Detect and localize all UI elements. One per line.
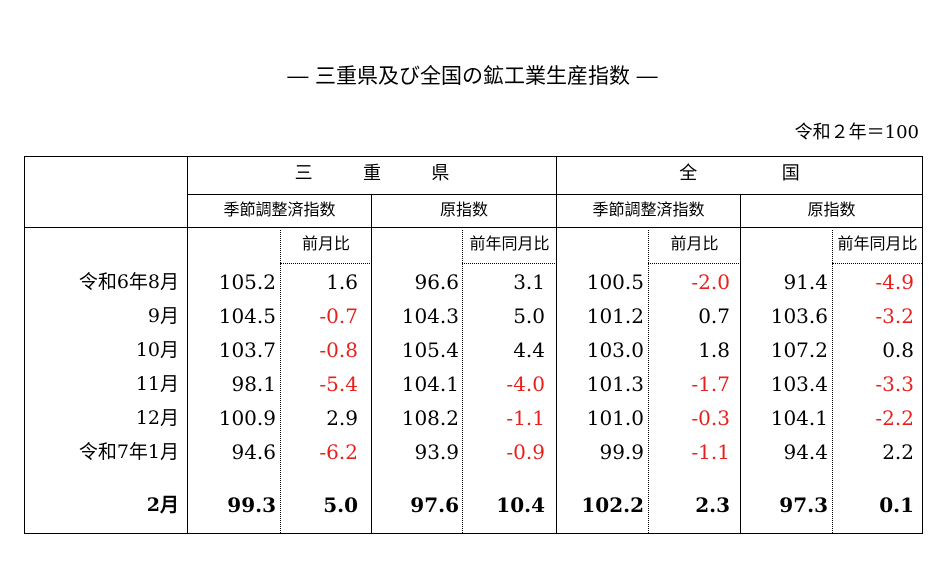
table-cell: 4.4: [513, 338, 545, 362]
table-cell: 0.1: [879, 493, 914, 517]
table-cell: 91.4: [783, 270, 828, 294]
col-divider-ratio-4: [832, 230, 833, 533]
table-cell: 94.6: [231, 440, 276, 464]
table-cell: 103.7: [218, 338, 276, 362]
table-cell: -3.2: [875, 304, 914, 328]
table-cell: 96.6: [414, 270, 459, 294]
row-label: 令和7年1月: [78, 441, 179, 463]
ratio-header-national-mom: 前月比: [670, 234, 719, 253]
table-cell: 104.1: [401, 372, 459, 396]
table-cell: -0.8: [319, 338, 358, 362]
row-divider-header: [25, 227, 922, 228]
table-cell: 104.1: [770, 406, 828, 430]
table-cell: 0.8: [882, 338, 914, 362]
row-divider-group: [187, 194, 922, 195]
table-cell: 1.6: [326, 270, 358, 294]
ratio-underline-2: [462, 263, 557, 264]
ratio-underline-1: [280, 263, 372, 264]
table-cell: 100.9: [218, 406, 276, 430]
table-cell: -1.7: [691, 372, 730, 396]
row-label: 令和6年8月: [78, 271, 179, 293]
table-cell: 107.2: [770, 338, 828, 362]
table-cell: -4.0: [506, 372, 545, 396]
table-cell: -1.1: [691, 440, 730, 464]
col-divider-mie-type: [371, 194, 372, 533]
group-header-mie: 三 重 県: [294, 163, 466, 184]
col-divider-ratio-1: [280, 230, 281, 533]
col-divider-label: [187, 157, 188, 533]
subheader-mie-seasonal: 季節調整済指数: [223, 200, 336, 219]
subheader-national-seasonal: 季節調整済指数: [592, 200, 705, 219]
table-cell: 2.2: [882, 440, 914, 464]
table-cell: -0.9: [506, 440, 545, 464]
table-cell: 94.4: [783, 440, 828, 464]
base-year-unit: 令和２年＝100: [794, 122, 919, 143]
table-cell: 3.1: [513, 270, 545, 294]
table-cell: 100.5: [586, 270, 644, 294]
table-cell: 97.6: [410, 493, 459, 517]
table-cell: 103.4: [770, 372, 828, 396]
table-cell: -5.4: [319, 372, 358, 396]
table-cell: 1.8: [698, 338, 730, 362]
ratio-header-mie-mom: 前月比: [301, 234, 350, 253]
table-cell: 101.3: [586, 372, 644, 396]
col-divider-ratio-2: [462, 230, 463, 533]
ratio-header-national-yoy: 前年同月比: [837, 234, 918, 253]
group-header-national: 全 国: [679, 163, 816, 184]
col-divider-group: [556, 157, 557, 533]
table-cell: -4.9: [875, 270, 914, 294]
subheader-mie-raw: 原指数: [439, 200, 488, 219]
table-cell: 104.3: [401, 304, 459, 328]
table-cell: 105.2: [218, 270, 276, 294]
page-title: ― 三重県及び全国の鉱工業生産指数 ―: [287, 64, 658, 88]
table-cell: 99.9: [599, 440, 644, 464]
table-cell: 99.3: [227, 493, 276, 517]
row-label: 10月: [135, 339, 179, 361]
table-cell: 98.1: [231, 372, 276, 396]
table-cell: 5.0: [323, 493, 358, 517]
ratio-header-mie-yoy: 前年同月比: [469, 234, 550, 253]
table-cell: -2.2: [875, 406, 914, 430]
table-cell: 2.3: [695, 493, 730, 517]
row-label: 2月: [146, 494, 179, 516]
table-cell: 5.0: [513, 304, 545, 328]
table-cell: 103.6: [770, 304, 828, 328]
row-label: 11月: [135, 373, 179, 395]
table-cell: 103.0: [586, 338, 644, 362]
table-cell: -2.0: [691, 270, 730, 294]
table-cell: -3.3: [875, 372, 914, 396]
ratio-underline-3: [648, 263, 741, 264]
table-cell: -0.7: [319, 304, 358, 328]
row-label: 9月: [147, 305, 179, 327]
table-cell: 2.9: [326, 406, 358, 430]
table-cell: 101.2: [586, 304, 644, 328]
table-cell: 105.4: [401, 338, 459, 362]
production-index-table: 三 重 県 全 国 季節調整済指数 原指数 季節調整済指数 原指数 前月比 前年…: [24, 156, 923, 534]
subheader-national-raw: 原指数: [807, 200, 856, 219]
col-divider-ratio-3: [648, 230, 649, 533]
table-cell: 102.2: [581, 493, 644, 517]
ratio-underline-4: [832, 263, 922, 264]
table-cell: 97.3: [779, 493, 828, 517]
table-cell: -0.3: [691, 406, 730, 430]
table-cell: 93.9: [414, 440, 459, 464]
row-label: 12月: [135, 407, 179, 429]
table-cell: 104.5: [218, 304, 276, 328]
col-divider-national-type: [740, 194, 741, 533]
table-cell: 101.0: [586, 406, 644, 430]
table-cell: 0.7: [698, 304, 730, 328]
table-cell: 10.4: [496, 493, 545, 517]
table-cell: -6.2: [319, 440, 358, 464]
table-cell: 108.2: [401, 406, 459, 430]
table-cell: -1.1: [506, 406, 545, 430]
